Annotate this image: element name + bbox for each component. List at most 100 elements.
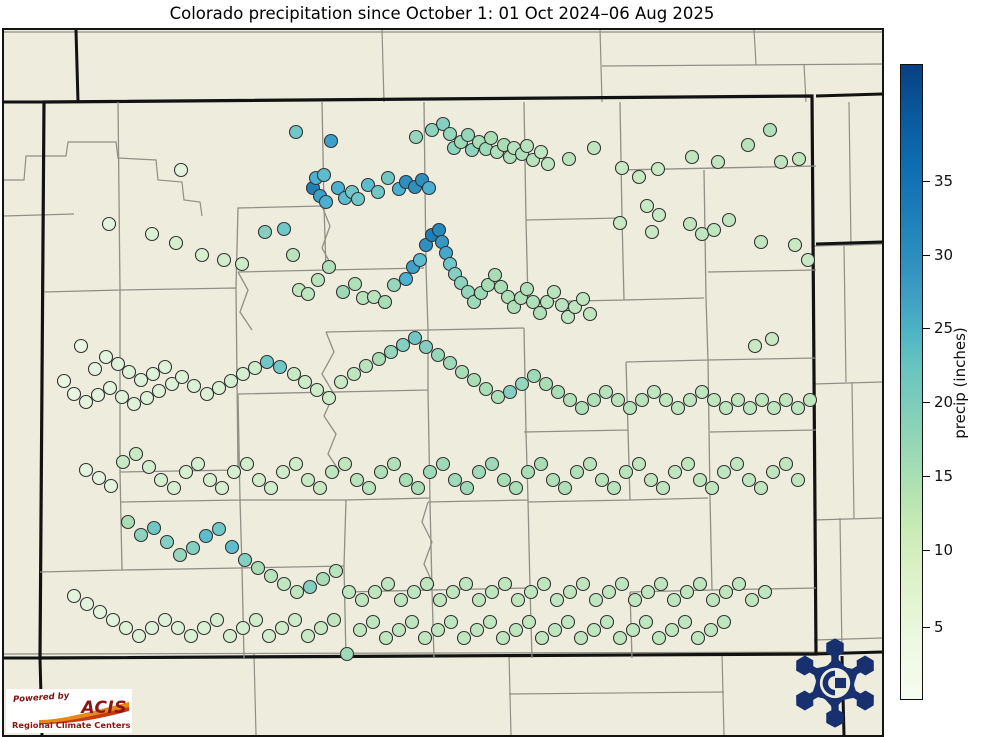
precip-point[interactable] <box>598 384 614 400</box>
precip-point[interactable] <box>569 464 585 480</box>
precip-point[interactable] <box>706 222 722 238</box>
precip-point[interactable] <box>286 366 302 382</box>
precip-point[interactable] <box>196 620 212 636</box>
precip-point[interactable] <box>716 464 732 480</box>
precip-point[interactable] <box>417 630 433 646</box>
precip-point[interactable] <box>78 462 94 478</box>
precip-point[interactable] <box>766 400 782 416</box>
precip-point[interactable] <box>478 381 494 397</box>
precip-point[interactable] <box>466 372 482 388</box>
precip-point[interactable] <box>274 620 290 636</box>
precip-point[interactable] <box>430 347 446 363</box>
precip-point[interactable] <box>432 592 448 608</box>
precip-point[interactable] <box>540 156 556 172</box>
precip-point[interactable] <box>694 226 710 242</box>
precip-point[interactable] <box>91 470 107 486</box>
precip-point[interactable] <box>573 630 589 646</box>
precip-point[interactable] <box>309 382 325 398</box>
precip-point[interactable] <box>614 576 630 592</box>
precip-point[interactable] <box>729 456 745 472</box>
precip-point[interactable] <box>157 359 173 375</box>
precip-point[interactable] <box>790 400 806 416</box>
precip-point[interactable] <box>653 576 669 592</box>
precip-point[interactable] <box>373 464 389 480</box>
precip-point[interactable] <box>251 472 267 488</box>
precip-point[interactable] <box>601 584 617 600</box>
precip-point[interactable] <box>209 612 225 628</box>
precip-point[interactable] <box>404 614 420 630</box>
precip-point[interactable] <box>173 162 189 178</box>
precip-point[interactable] <box>341 584 357 600</box>
precip-point[interactable] <box>321 259 337 275</box>
precip-point[interactable] <box>521 614 537 630</box>
precip-point[interactable] <box>347 276 363 292</box>
precip-point[interactable] <box>730 392 746 408</box>
precip-point[interactable] <box>740 137 756 153</box>
precip-point[interactable] <box>684 149 700 165</box>
precip-point[interactable] <box>235 620 251 636</box>
precip-point[interactable] <box>360 177 376 193</box>
precip-point[interactable] <box>525 294 541 310</box>
precip-point[interactable] <box>575 291 591 307</box>
precip-point[interactable] <box>87 361 103 377</box>
precip-point[interactable] <box>377 294 393 310</box>
precip-point[interactable] <box>166 480 182 496</box>
precip-point[interactable] <box>562 392 578 408</box>
precip-point[interactable] <box>747 338 763 354</box>
precip-point[interactable] <box>146 520 162 536</box>
precip-point[interactable] <box>234 256 250 272</box>
precip-point[interactable] <box>288 456 304 472</box>
precip-point[interactable] <box>655 480 671 496</box>
precip-point[interactable] <box>582 456 598 472</box>
precip-point[interactable] <box>753 234 769 250</box>
precip-point[interactable] <box>554 297 570 313</box>
precip-point[interactable] <box>519 138 535 154</box>
precip-point[interactable] <box>610 392 626 408</box>
precip-point[interactable] <box>682 216 698 232</box>
precip-point[interactable] <box>508 622 524 638</box>
precip-point[interactable] <box>261 628 277 644</box>
precip-point[interactable] <box>412 252 428 268</box>
precip-point[interactable] <box>456 630 472 646</box>
precip-point[interactable] <box>202 472 218 488</box>
precip-point[interactable] <box>126 396 142 412</box>
precip-point[interactable] <box>407 330 423 346</box>
precip-point[interactable] <box>692 472 708 488</box>
precip-point[interactable] <box>497 576 513 592</box>
precip-point[interactable] <box>406 584 422 600</box>
precip-point[interactable] <box>174 369 190 385</box>
precip-point[interactable] <box>133 527 149 543</box>
precip-point[interactable] <box>144 226 160 242</box>
precip-point[interactable] <box>335 284 351 300</box>
precip-point[interactable] <box>557 480 573 496</box>
precip-point[interactable] <box>164 376 180 392</box>
precip-point[interactable] <box>318 194 334 210</box>
precip-point[interactable] <box>495 630 511 646</box>
precip-point[interactable] <box>754 392 770 408</box>
precip-point[interactable] <box>778 392 794 408</box>
precip-point[interactable] <box>679 584 695 600</box>
precip-point[interactable] <box>312 480 328 496</box>
precip-point[interactable] <box>561 151 577 167</box>
precip-point[interactable] <box>323 133 339 149</box>
precip-point[interactable] <box>410 480 426 496</box>
precip-point[interactable] <box>115 454 131 470</box>
precip-point[interactable] <box>459 480 475 496</box>
precip-point[interactable] <box>514 376 530 392</box>
precip-point[interactable] <box>757 584 773 600</box>
precip-point[interactable] <box>550 384 566 400</box>
precip-point[interactable] <box>194 247 210 263</box>
precip-point[interactable] <box>371 351 387 367</box>
precip-point[interactable] <box>454 364 470 380</box>
precipitation-points[interactable] <box>56 116 818 662</box>
precip-point[interactable] <box>78 394 94 410</box>
precip-point[interactable] <box>408 129 424 145</box>
precip-point[interactable] <box>223 373 239 389</box>
precip-point[interactable] <box>105 612 121 628</box>
precip-point[interactable] <box>285 247 301 263</box>
precip-point[interactable] <box>310 272 326 288</box>
precip-point[interactable] <box>533 456 549 472</box>
precip-point[interactable] <box>349 472 365 488</box>
precip-point[interactable] <box>802 392 818 408</box>
precip-point[interactable] <box>482 614 498 630</box>
